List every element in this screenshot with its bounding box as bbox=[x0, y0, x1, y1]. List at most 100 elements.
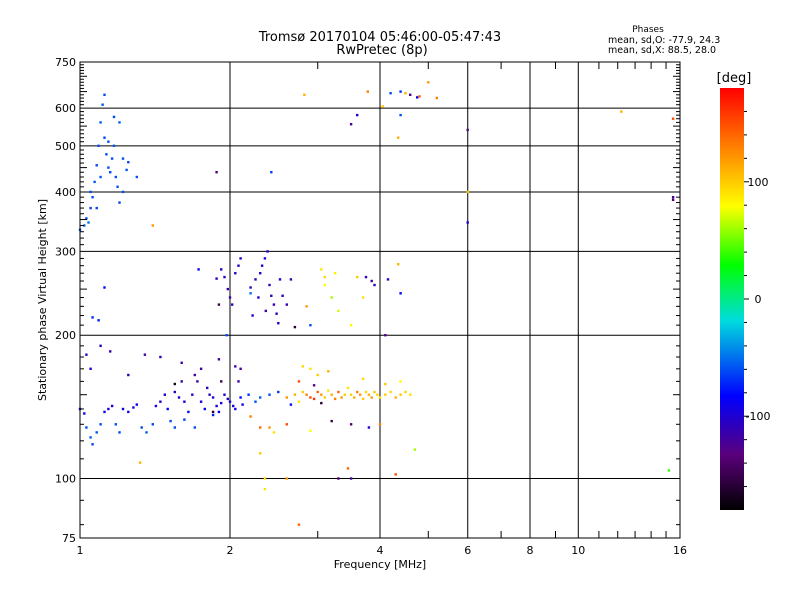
data-point bbox=[95, 206, 98, 210]
data-point bbox=[346, 467, 350, 470]
data-point bbox=[323, 275, 326, 279]
data-point bbox=[193, 373, 196, 377]
data-point bbox=[109, 350, 112, 353]
data-point bbox=[272, 431, 276, 434]
data-point bbox=[399, 393, 402, 396]
y-tick-label: 500 bbox=[55, 140, 76, 153]
data-point bbox=[349, 324, 353, 327]
data-point bbox=[427, 81, 430, 84]
data-point bbox=[305, 305, 308, 308]
data-point bbox=[277, 322, 280, 325]
data-point bbox=[268, 393, 271, 396]
data-point bbox=[620, 110, 623, 113]
data-point bbox=[297, 400, 301, 403]
data-point bbox=[323, 283, 326, 287]
data-point bbox=[349, 423, 353, 426]
data-point bbox=[89, 436, 92, 439]
data-point bbox=[320, 401, 323, 405]
data-point bbox=[293, 325, 297, 329]
data-point bbox=[89, 206, 92, 210]
data-point bbox=[237, 264, 240, 267]
data-point bbox=[249, 415, 252, 418]
colorbar bbox=[720, 88, 744, 510]
data-point bbox=[145, 431, 148, 434]
colorbar-tick-label: 100 bbox=[748, 176, 769, 189]
data-point bbox=[316, 373, 319, 377]
data-point bbox=[220, 268, 223, 271]
data-point bbox=[356, 113, 359, 117]
data-point bbox=[177, 396, 181, 399]
data-point bbox=[118, 201, 121, 204]
data-point bbox=[114, 175, 117, 179]
x-axis-label: Frequency [MHz] bbox=[334, 558, 426, 571]
data-point bbox=[373, 390, 376, 394]
data-point bbox=[364, 390, 368, 394]
data-point bbox=[173, 382, 176, 386]
data-point bbox=[356, 275, 359, 279]
data-point bbox=[259, 396, 262, 399]
data-point bbox=[305, 393, 308, 396]
data-point bbox=[127, 373, 130, 377]
data-point bbox=[303, 93, 306, 96]
data-point bbox=[384, 393, 387, 396]
data-point bbox=[260, 264, 264, 267]
data-point bbox=[83, 412, 86, 415]
data-point bbox=[154, 404, 158, 408]
data-point bbox=[289, 278, 293, 281]
x-tick-label: 2 bbox=[227, 544, 234, 557]
data-point bbox=[89, 190, 92, 194]
data-point bbox=[297, 523, 301, 526]
data-point bbox=[367, 393, 371, 396]
data-point bbox=[367, 426, 371, 429]
data-point bbox=[671, 117, 675, 120]
data-point bbox=[404, 390, 407, 394]
data-point bbox=[309, 429, 312, 432]
data-point bbox=[249, 286, 252, 289]
data-point bbox=[180, 380, 183, 383]
data-point bbox=[275, 312, 278, 315]
data-point bbox=[211, 413, 215, 417]
data-point bbox=[399, 380, 402, 383]
data-point bbox=[132, 406, 135, 409]
stats-x: mean, sd,X: 88.5, 28.0 bbox=[608, 45, 716, 56]
data-point bbox=[215, 171, 218, 174]
data-point bbox=[285, 423, 288, 426]
data-point bbox=[103, 410, 106, 414]
stats-title: Phases bbox=[632, 25, 664, 35]
data-point bbox=[389, 390, 392, 394]
data-point bbox=[285, 303, 288, 306]
data-point bbox=[103, 136, 106, 139]
data-point bbox=[228, 296, 232, 299]
data-point bbox=[251, 314, 254, 317]
data-point bbox=[327, 389, 330, 392]
data-point bbox=[257, 296, 260, 299]
data-point bbox=[197, 268, 200, 271]
data-point bbox=[268, 426, 271, 429]
data-point bbox=[110, 404, 114, 408]
y-tick-label: 400 bbox=[55, 186, 76, 199]
data-point bbox=[301, 390, 304, 394]
data-point bbox=[231, 303, 234, 306]
data-point bbox=[259, 426, 262, 429]
data-point bbox=[95, 164, 98, 167]
data-point bbox=[118, 431, 121, 434]
data-point bbox=[333, 272, 337, 275]
colorbar-ticks: 100 0 -100 bbox=[744, 110, 770, 488]
x-tick-label: 4 bbox=[377, 544, 384, 557]
data-point bbox=[151, 224, 154, 227]
data-point bbox=[399, 90, 402, 93]
data-point bbox=[228, 400, 232, 403]
data-point bbox=[370, 279, 373, 283]
data-point bbox=[223, 275, 226, 279]
data-point bbox=[85, 426, 88, 429]
data-point bbox=[270, 294, 273, 297]
data-point bbox=[281, 294, 284, 297]
data-point bbox=[278, 278, 282, 281]
data-point bbox=[183, 400, 186, 403]
data-point bbox=[101, 103, 104, 106]
x-tick-label: 16 bbox=[673, 544, 687, 557]
data-point bbox=[135, 403, 138, 406]
data-point bbox=[394, 396, 397, 399]
chart-subtitle: RwPretec (8p) bbox=[336, 43, 427, 58]
data-point bbox=[206, 386, 209, 390]
